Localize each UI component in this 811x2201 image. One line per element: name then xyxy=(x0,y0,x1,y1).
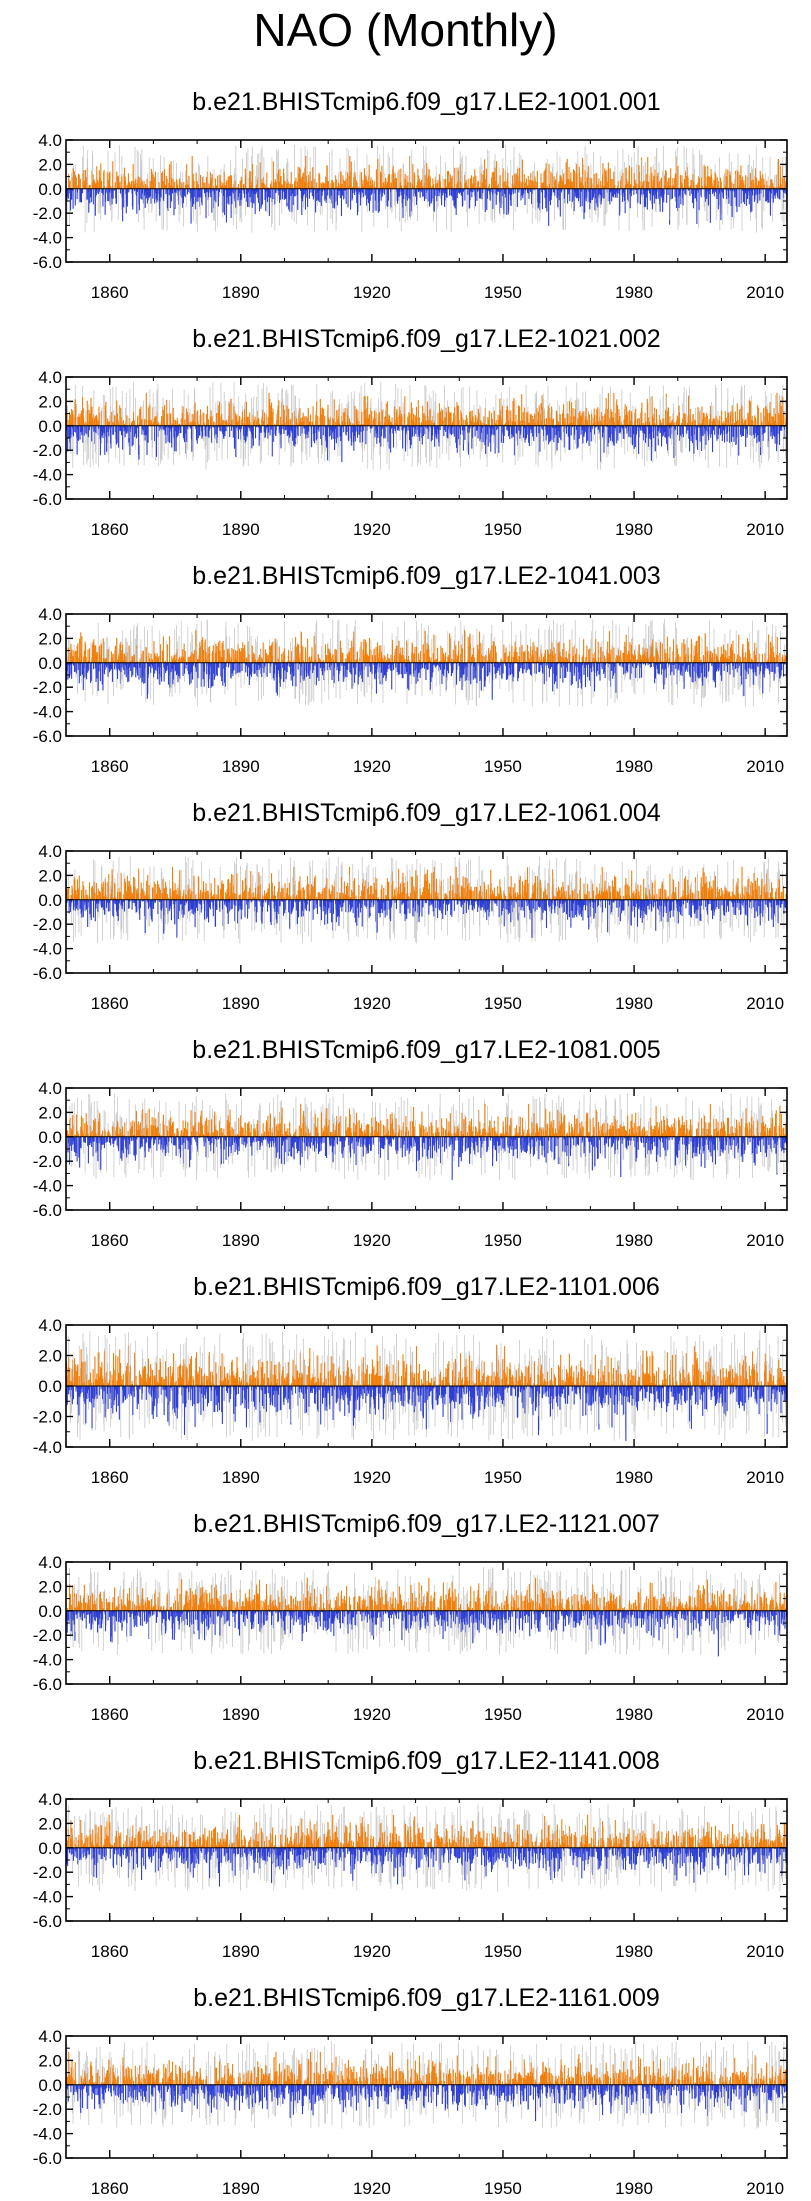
y-tick-label: -4.0 xyxy=(33,229,62,248)
y-tick-label: 4.0 xyxy=(38,131,62,150)
x-tick-label: 2010 xyxy=(746,283,784,302)
y-tick-label: 2.0 xyxy=(38,155,62,174)
x-tick-label: 1860 xyxy=(91,283,129,302)
chart-panel-1: b.e21.BHISTcmip6.f09_g17.LE2-1001.001 4.0… xyxy=(33,88,788,302)
x-tick-label: 1890 xyxy=(222,283,260,302)
y-tick-label: -2.0 xyxy=(33,204,62,223)
bar-series xyxy=(65,144,788,233)
chart-title: b.e21.BHISTcmip6.f09_g17.LE2-1001.001 xyxy=(192,88,660,116)
y-tick-label: 0.0 xyxy=(38,180,62,199)
x-tick-label: 1980 xyxy=(615,283,653,302)
page-title: NAO (Monthly) xyxy=(0,2,811,58)
x-tick-label: 1920 xyxy=(353,283,391,302)
x-tick-label: 1950 xyxy=(484,283,522,302)
chart-title: b.e21.BHISTcmip6.f09_g17.LE2-1021.002 xyxy=(192,325,660,353)
y-tick-label: -6.0 xyxy=(33,253,62,272)
chart-panel-2: b.e21.BHISTcmip6.f09_g17.LE2-1021.0024.0… xyxy=(33,325,788,539)
